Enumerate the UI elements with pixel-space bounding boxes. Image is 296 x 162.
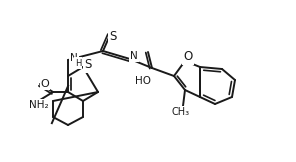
Text: NH₂: NH₂ (29, 100, 49, 110)
Text: H: H (75, 58, 81, 68)
Text: N: N (70, 53, 78, 63)
Text: N: N (130, 51, 138, 61)
Text: S: S (109, 29, 117, 42)
Text: O: O (41, 79, 49, 89)
Text: CH₃: CH₃ (172, 107, 190, 117)
Text: S: S (84, 58, 92, 71)
Text: O: O (184, 51, 193, 64)
Text: HO: HO (135, 76, 151, 86)
